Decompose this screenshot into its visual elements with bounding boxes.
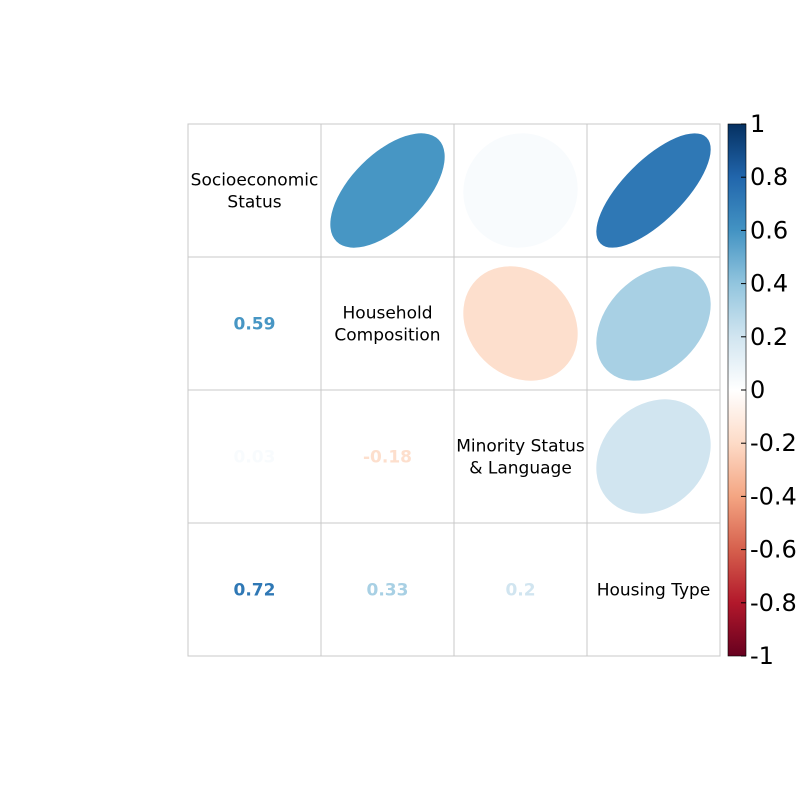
variable-label-2-line-0: Minority Status	[456, 437, 585, 457]
grid-cell-r3-c0	[187, 522, 322, 657]
colorbar-tick-label-10: -1	[750, 642, 774, 670]
colorbar-tick-label-3: 0.4	[750, 270, 788, 298]
variable-label-1-line-0: Household	[343, 304, 433, 324]
grid-cell-r3-c2	[453, 522, 588, 657]
ellipse-r2-c3	[596, 399, 711, 514]
ellipse-r0-c2	[463, 133, 578, 248]
grid-cell-r2-c1	[320, 389, 455, 524]
colorbar-tick-label-9: -0.8	[750, 589, 797, 617]
coefficient-labels: 0.59 0.03 -0.18 0.72 0.33 0.2	[234, 315, 536, 601]
colorbar-tick-label-4: 0.2	[750, 323, 788, 351]
grid-cell-r0-c0	[187, 123, 322, 258]
variable-label-2-line-1: & Language	[469, 459, 572, 479]
colorbar: 1 0.8 0.6 0.4 0.2 0 -0.2 -0.4 -0.6 -0.8 -1	[727, 110, 797, 670]
variable-label-3-line-0: Housing Type	[597, 581, 711, 601]
colorbar-tick-label-7: -0.4	[750, 482, 797, 510]
grid-cell-r1-c0	[187, 256, 322, 391]
grid-cell-r2-c2	[453, 389, 588, 524]
variable-label-0-line-1: Status	[227, 193, 281, 213]
colorbar-tick-label-1: 0.8	[750, 163, 788, 191]
ellipse-r1-c3	[596, 266, 711, 381]
ellipse-glyphs	[330, 133, 711, 514]
colorbar-tick-label-0: 1	[750, 110, 765, 138]
coef-label-r2-c0: 0.03	[234, 448, 276, 468]
coef-label-r1-c0: 0.59	[234, 315, 276, 335]
grid-cell-r3-c1	[320, 522, 455, 657]
colorbar-tick-label-2: 0.6	[750, 216, 788, 244]
variable-label-1-line-1: Composition	[334, 326, 440, 346]
ellipse-r0-c1	[330, 133, 445, 248]
colorbar-tick-label-5: 0	[750, 376, 765, 404]
coef-label-r2-c1: -0.18	[363, 448, 412, 468]
ellipse-r1-c2	[463, 266, 578, 381]
variable-label-0-line-0: Socioeconomic	[191, 171, 319, 191]
coef-label-r3-c1: 0.33	[367, 581, 409, 601]
colorbar-tick-label-6: -0.2	[750, 429, 797, 457]
grid-cell-r3-c3	[586, 522, 721, 657]
coef-label-r3-c2: 0.2	[505, 581, 535, 601]
colorbar-tick-label-8: -0.6	[750, 536, 797, 564]
grid-cell-r1-c1	[320, 256, 455, 391]
coef-label-r3-c0: 0.72	[234, 581, 276, 601]
ellipse-r0-c3	[596, 133, 711, 248]
